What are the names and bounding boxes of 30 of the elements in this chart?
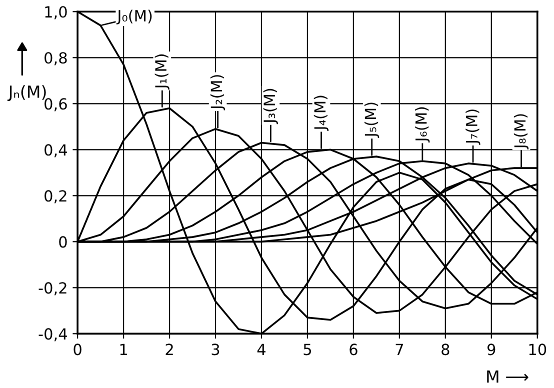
y-tick-label: -0,4 (38, 328, 67, 342)
x-tick-label: 6 (350, 344, 358, 356)
annotation: J₅(M) (364, 102, 380, 138)
x-tick-label: 9 (488, 344, 496, 356)
annotation: J₇(M) (466, 110, 480, 145)
y-tick-label: 1,0 (45, 6, 67, 20)
x-tick-label: 10 (529, 344, 546, 356)
x-tick-label: 3 (212, 344, 220, 356)
annotation: J₄(M) (314, 96, 329, 132)
x-tick-label: 1 (120, 344, 127, 356)
x-tick-label: 8 (442, 344, 450, 356)
y-tick-label: 0,8 (44, 52, 67, 66)
annotation: J₀(M) (116, 10, 152, 24)
y-tick-label: -0,2 (38, 282, 66, 296)
y-tick-label: 0,6 (44, 98, 67, 112)
annotation: J₁(M) (154, 54, 170, 90)
y-tick-label: 0,2 (44, 190, 66, 204)
y-tick-label: 0 (59, 236, 67, 248)
x-tick-label: 5 (304, 344, 311, 356)
y-tick-label: 0,4 (44, 144, 67, 158)
x-tick-label: 7 (396, 344, 403, 356)
y-axis-title: Jₙ(M) (7, 85, 46, 102)
annotation: J₂(M) (210, 75, 226, 110)
annotation: J₈(M) (514, 114, 529, 150)
annotation: J₃(M) (263, 88, 278, 124)
x-tick-label: 2 (166, 344, 173, 356)
x-axis-title: M ⟶ (487, 370, 528, 383)
annotation: J₆(M) (415, 107, 430, 143)
x-tick-label: 0 (74, 344, 82, 356)
x-tick-label: 4 (257, 344, 266, 356)
